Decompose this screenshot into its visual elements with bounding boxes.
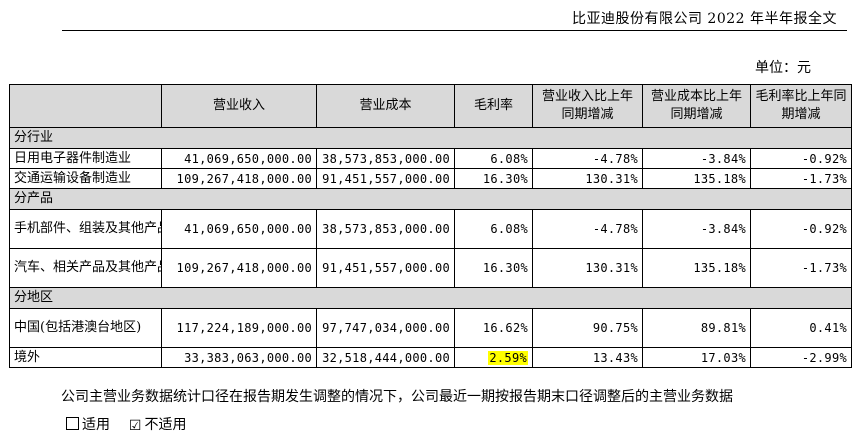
cell-margin-yoy: 0.41% [750,308,852,348]
cell-cost-yoy: -3.84% [642,209,751,249]
row-label: 汽车、相关产品及其他产品 [9,248,162,288]
cell-cost: 38,573,853,000.00 [316,148,455,169]
cell-revenue-yoy: 13.43% [532,347,643,368]
table-row: 日用电子器件制造业 41,069,650,000.00 38,573,853,0… [9,148,852,169]
applicability-choices: 适用 ☑ 不适用 [66,414,186,434]
cell-gross-margin: 6.08% [454,148,533,169]
cell-cost-yoy: 135.18% [642,248,751,288]
section-row-region: 分地区 [9,287,852,309]
cell-cost: 32,518,444,000.00 [316,347,455,368]
cell-revenue: 109,267,418,000.00 [161,248,317,288]
table-row: 境外 33,383,063,000.00 32,518,444,000.00 2… [9,347,852,368]
row-label: 境外 [9,347,162,368]
cell-revenue: 41,069,650,000.00 [161,148,317,169]
header-divider [62,30,847,31]
cell-gross-margin: 6.08% [454,209,533,249]
cell-revenue-yoy: 90.75% [532,308,643,348]
cell-margin-yoy: -0.92% [750,148,852,169]
cell-revenue: 41,069,650,000.00 [161,209,317,249]
cell-cost: 91,451,557,000.00 [316,248,455,288]
checkbox-not-applicable[interactable]: ☑ [128,418,142,434]
header-cell-revenue-yoy: 营业收入比上年同期增减 [532,84,643,128]
cell-cost: 97,747,034,000.00 [316,308,455,348]
row-label: 交通运输设备制造业 [9,168,162,189]
choice-label-applicable: 适用 [82,417,110,433]
cell-cost-yoy: 17.03% [642,347,751,368]
row-label: 手机部件、组装及其他产品 [9,209,162,249]
cell-revenue: 117,224,189,000.00 [161,308,317,348]
cell-gross-margin: 16.30% [454,248,533,288]
section-title: 分产品 [9,188,852,210]
table-row: 中国(包括港澳台地区) 117,224,189,000.00 97,747,03… [9,308,852,348]
document-header-title: 比亚迪股份有限公司 2022 年半年报全文 [571,11,837,27]
revenue-breakdown-table: 营业收入 营业成本 毛利率 营业收入比上年同期增减 营业成本比上年同期增减 毛利… [9,84,852,368]
row-label: 中国(包括港澳台地区) [9,308,162,348]
section-row-product: 分产品 [9,188,852,210]
cell-gross-margin: 16.62% [454,308,533,348]
cell-revenue-yoy: -4.78% [532,209,643,249]
header-cell-margin-yoy: 毛利率比上年同期增减 [750,84,852,128]
cell-gross-margin: 16.30% [454,168,533,189]
header-cell-blank [9,84,162,128]
header-cell-revenue: 营业收入 [161,84,317,128]
table-row: 汽车、相关产品及其他产品 109,267,418,000.00 91,451,5… [9,248,852,288]
cell-revenue: 109,267,418,000.00 [161,168,317,189]
cell-revenue-yoy: -4.78% [532,148,643,169]
cell-cost: 38,573,853,000.00 [316,209,455,249]
cell-revenue: 33,383,063,000.00 [161,347,317,368]
cell-cost-yoy: -3.84% [642,148,751,169]
header-cell-cost: 营业成本 [316,84,455,128]
table-row: 交通运输设备制造业 109,267,418,000.00 91,451,557,… [9,168,852,189]
checkbox-applicable[interactable] [66,417,79,430]
cell-margin-yoy: -1.73% [750,168,852,189]
cell-revenue-yoy: 130.31% [532,248,643,288]
cell-cost: 91,451,557,000.00 [316,168,455,189]
row-label: 日用电子器件制造业 [9,148,162,169]
cell-cost-yoy: 135.18% [642,168,751,189]
note-text: 公司主营业务数据统计口径在报告期发生调整的情况下，公司最近一期按报告期末口径调整… [61,389,733,405]
section-title: 分地区 [9,287,852,309]
header-cell-gross-margin: 毛利率 [454,84,533,128]
section-row-industry: 分行业 [9,127,852,149]
cell-margin-yoy: -1.73% [750,248,852,288]
choice-label-not-applicable: 不适用 [144,417,187,433]
cell-gross-margin: 2.59% [454,347,533,368]
highlighted-value: 2.59% [488,350,528,365]
section-title: 分行业 [9,127,852,149]
cell-margin-yoy: -0.92% [750,209,852,249]
table-row: 手机部件、组装及其他产品 41,069,650,000.00 38,573,85… [9,209,852,249]
cell-cost-yoy: 89.81% [642,308,751,348]
cell-margin-yoy: -2.99% [750,347,852,368]
unit-label: 单位：元 [755,60,811,76]
cell-revenue-yoy: 130.31% [532,168,643,189]
header-cell-cost-yoy: 营业成本比上年同期增减 [642,84,751,128]
table-header-row: 营业收入 营业成本 毛利率 营业收入比上年同期增减 营业成本比上年同期增减 毛利… [9,84,852,128]
